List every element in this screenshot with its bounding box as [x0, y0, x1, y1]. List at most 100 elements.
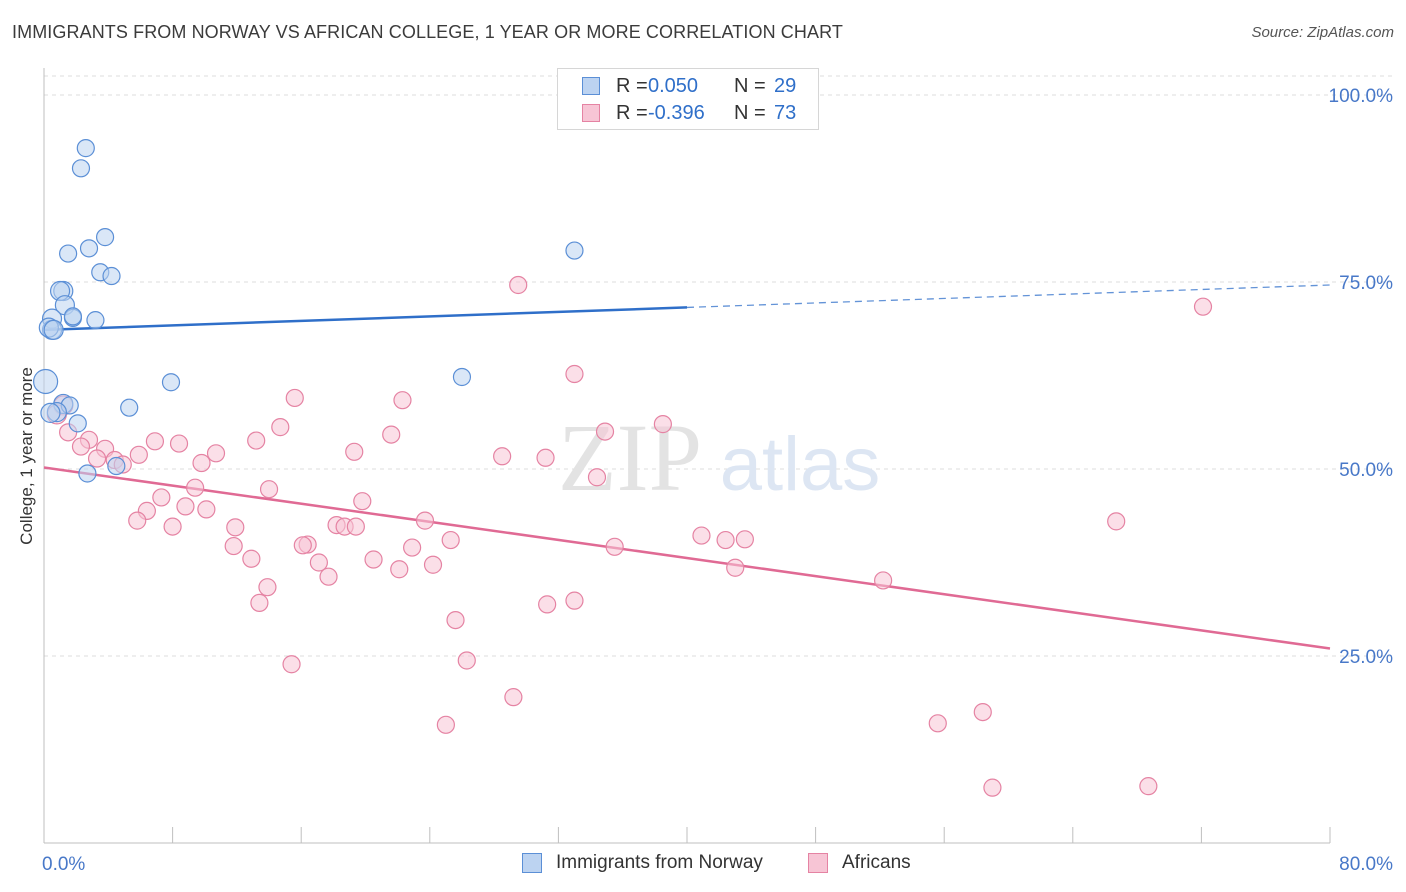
africans-point-43: [716, 530, 735, 550]
norway-point-1: [71, 159, 91, 178]
n-value: 29: [774, 75, 797, 97]
africans-point-58: [874, 571, 893, 590]
r-label: R =: [616, 102, 648, 124]
africans-trend-line: [43, 466, 1331, 650]
africans-point-30: [152, 488, 171, 507]
africans-point-69: [973, 702, 992, 722]
data-points: [33, 139, 1213, 797]
africans-legend-label: Africans: [842, 852, 911, 873]
norway-swatch: [582, 77, 600, 95]
africans-point-27: [587, 468, 607, 487]
africans-point-51: [242, 549, 261, 568]
africans-point-37: [163, 517, 182, 536]
africans-point-8: [595, 422, 615, 441]
africans-point-53: [309, 553, 328, 572]
norway-point-26: [107, 456, 126, 476]
africans-point-63: [446, 610, 465, 630]
africans-point-57: [319, 567, 338, 586]
africans-point-41: [346, 517, 365, 536]
africans-point-36: [226, 518, 245, 537]
africans-point-49: [403, 538, 422, 557]
y-tick-label-2: 50.0%: [1339, 460, 1393, 481]
africans-point-28: [186, 478, 205, 497]
africans-point-48: [293, 536, 312, 555]
y-tick-label-3: 25.0%: [1339, 647, 1393, 668]
africans-point-45: [441, 530, 460, 550]
r-value: -0.396: [648, 102, 705, 124]
chart-title: IMMIGRANTS FROM NORWAY VS AFRICAN COLLEG…: [12, 22, 843, 42]
africans-point-20: [206, 444, 226, 463]
africans-point-2: [565, 364, 584, 384]
norway-point-7: [102, 266, 121, 286]
trend-lines: [43, 284, 1331, 650]
norway-point-18: [161, 373, 181, 392]
norway-legend-label: Immigrants from Norway: [556, 852, 763, 873]
norway-point-27: [78, 464, 97, 483]
norway-point-2: [95, 228, 115, 247]
watermark-zip: ZIP: [558, 404, 702, 511]
africans-point-71: [983, 778, 1002, 797]
africans-legend-swatch: [808, 853, 828, 873]
africans-point-34: [197, 500, 216, 519]
africans-point-38: [415, 511, 435, 530]
africans-point-21: [87, 449, 107, 468]
norway-legend-swatch: [522, 853, 542, 873]
source-credit: Source: ZipAtlas.com: [1251, 24, 1394, 41]
africans-point-70: [1107, 512, 1126, 531]
africans-point-11: [382, 425, 401, 444]
africans-point-66: [504, 688, 523, 707]
norway-point-0: [76, 139, 95, 158]
r-label: R =: [616, 75, 648, 97]
africans-point-61: [538, 595, 557, 614]
norway-point-13: [63, 307, 83, 326]
africans-point-32: [176, 497, 195, 516]
norway-point-28: [43, 319, 64, 340]
y-tick-label-1: 75.0%: [1339, 273, 1393, 294]
r-value: 0.050: [648, 75, 699, 97]
africans-point-42: [692, 526, 711, 545]
x-tick-label-0: 0.0%: [42, 854, 85, 875]
africans-point-18: [129, 445, 148, 464]
africans-point-19: [345, 442, 364, 461]
norway-point-17: [33, 368, 59, 395]
norway-point-24: [40, 402, 61, 423]
correlation-legend: R = 0.050 N = 29 R = -0.396 N = 73: [557, 68, 819, 130]
axes: [43, 68, 1331, 844]
africans-point-26: [493, 447, 512, 466]
africans-point-0: [509, 275, 528, 295]
n-value: 73: [774, 102, 797, 124]
africans-point-59: [258, 578, 277, 597]
africans-point-3: [285, 388, 304, 408]
y-tick-label-0: 100.0%: [1329, 86, 1394, 107]
africans-point-4: [393, 391, 412, 410]
africans-swatch: [582, 104, 600, 122]
africans-point-64: [457, 651, 476, 670]
africans-point-67: [928, 714, 947, 733]
norway-trend-line: [43, 306, 688, 332]
norway-point-14: [86, 311, 105, 330]
watermark: ZIP atlas: [558, 404, 880, 511]
norway-point-22: [120, 398, 139, 417]
n-label: N =: [734, 102, 766, 124]
africans-point-55: [423, 555, 443, 574]
africans-point-54: [390, 560, 409, 579]
watermark-atlas: atlas: [720, 422, 881, 507]
africans-point-50: [605, 537, 624, 556]
africans-point-16: [71, 437, 91, 456]
africans-point-56: [726, 558, 745, 577]
africans-point-35: [128, 511, 147, 530]
africans-point-15: [169, 434, 189, 453]
africans-point-68: [436, 715, 455, 734]
africans-point-65: [282, 655, 301, 674]
africans-point-44: [735, 530, 754, 549]
africans-point-14: [145, 432, 165, 451]
norway-point-25: [68, 414, 87, 433]
gridlines: [44, 75, 1392, 657]
norway-point-3: [79, 239, 99, 258]
africans-point-60: [250, 593, 269, 612]
africans-point-9: [653, 415, 672, 434]
norway-point-19: [452, 367, 472, 387]
africans-point-62: [565, 591, 584, 610]
africans-point-22: [192, 453, 211, 473]
